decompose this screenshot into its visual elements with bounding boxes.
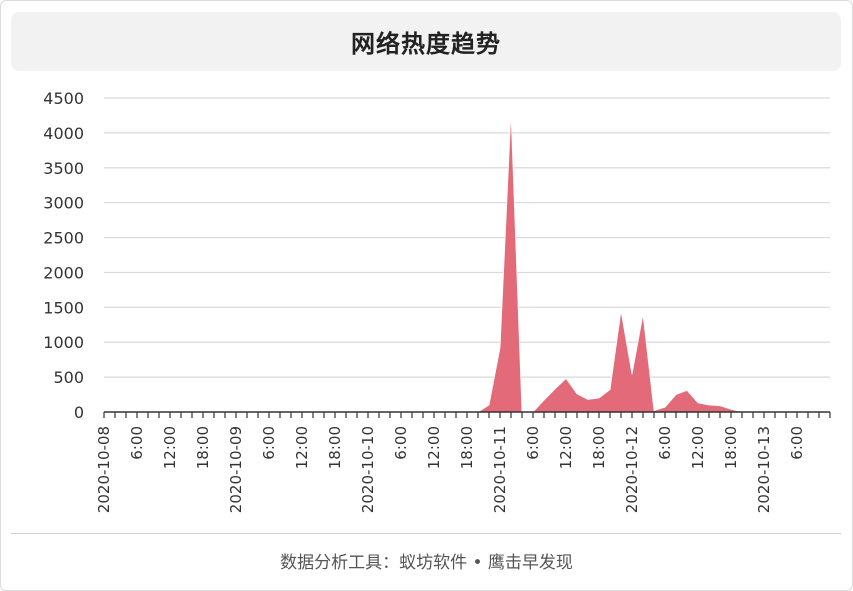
x-tick-label: 2020-10-08	[95, 426, 113, 513]
x-tick-label: 2020-10-09	[227, 426, 245, 513]
x-tick-label: 18:00	[590, 426, 608, 469]
x-tick-label: 6:00	[788, 426, 806, 460]
x-axis-labels: 2020-10-08 6:00 12:00 18:00 2020-10-09 6:00 12…	[95, 426, 806, 513]
x-tick-label: 6:00	[524, 426, 542, 460]
y-tick-label: 2500	[43, 229, 84, 248]
footer-divider	[11, 533, 841, 534]
area-series	[103, 111, 831, 413]
x-tick-label: 18:00	[458, 426, 476, 469]
x-axis	[103, 411, 831, 418]
x-tick-label: 2020-10-12	[623, 426, 641, 513]
y-tick-label: 4500	[43, 89, 84, 108]
x-tick-label: 12:00	[293, 426, 311, 469]
x-tick-label: 6:00	[392, 426, 410, 460]
y-tick-label: 1500	[43, 298, 84, 317]
page-title: 网络热度趋势	[351, 30, 501, 58]
x-tick-label: 18:00	[194, 426, 212, 469]
y-tick-label: 4000	[43, 124, 84, 143]
x-tick-label: 6:00	[260, 426, 278, 460]
y-tick-label: 500	[53, 368, 84, 387]
y-tick-label: 3500	[43, 159, 84, 178]
x-tick-label: 18:00	[326, 426, 344, 469]
x-tick-label: 6:00	[656, 426, 674, 460]
y-tick-label: 3000	[43, 194, 84, 213]
x-tick-label: 2020-10-13	[755, 426, 773, 513]
x-tick-label: 2020-10-11	[491, 426, 509, 513]
x-tick-label: 12:00	[425, 426, 443, 469]
x-tick-label: 12:00	[689, 426, 707, 469]
y-tick-label: 1000	[43, 333, 84, 352]
x-tick-label: 18:00	[722, 426, 740, 469]
x-tick-label: 12:00	[161, 426, 179, 469]
area-fill	[104, 111, 830, 413]
x-tick-label: 6:00	[128, 426, 146, 460]
x-tick-label: 2020-10-10	[359, 426, 377, 513]
y-tick-label: 2000	[43, 263, 84, 282]
title-bar: 网络热度趋势	[11, 12, 841, 71]
y-tick-label: 0	[74, 403, 84, 422]
x-tick-label: 12:00	[557, 426, 575, 469]
footer-credit: 数据分析工具：蚁坊软件 • 鹰击早发现	[280, 553, 573, 573]
y-axis-labels: 0 500 1000 1500 2000 2500 3000 3500 4000 4500	[43, 89, 84, 422]
grid-lines	[104, 97, 830, 378]
